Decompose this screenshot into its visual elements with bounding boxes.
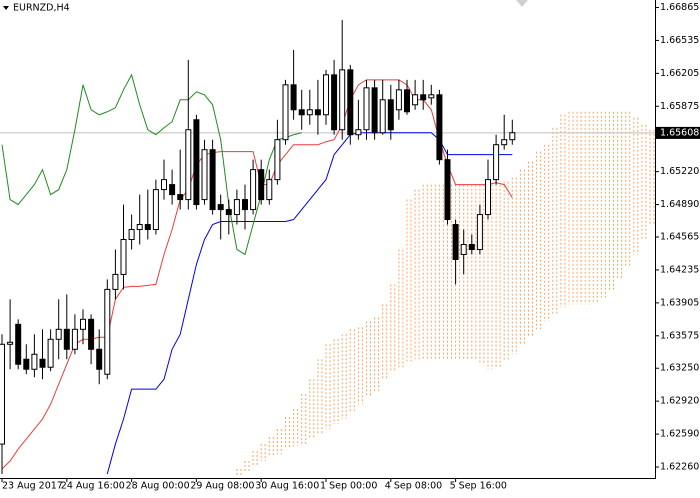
candle-body [290,84,297,111]
candle-body [274,139,281,181]
x-tick-label: 28 Aug 00:00 [126,481,190,492]
candle-body [395,89,402,111]
candle-body [225,209,232,216]
candle-body [355,129,362,136]
x-tick-label: 24 Aug 16:00 [61,481,125,492]
candle-body [485,179,491,216]
candle-body [55,328,62,340]
y-tick-label: 1.62260 [660,462,699,473]
y-tick-label: 1.65875 [660,101,699,112]
candle-body [112,273,119,290]
candle-body [460,243,467,255]
candle-body [282,84,289,141]
y-tick-label: 1.66865 [660,2,699,13]
y-tick-label: 1.63905 [660,297,699,308]
candle-body [242,199,248,211]
candle-body [63,328,70,350]
candle-body [314,109,321,116]
candle-body [363,87,370,131]
candle-body [7,341,14,345]
candle-body [15,323,22,365]
candle-body [161,179,167,191]
candle-body [347,69,354,136]
candle-body [209,149,216,211]
candle-body [71,328,78,350]
candle-body [452,224,459,260]
x-tick-label: 23 Aug 2017 [2,481,63,492]
candle-body [47,338,54,368]
y-tick-label: 1.66205 [660,68,699,79]
y-tick-label: 1.64565 [660,232,699,243]
candle-body [306,109,313,116]
candle-body [298,109,305,116]
candle-body [104,288,111,375]
candle-body [136,224,143,231]
x-tick-label: 5 Sep 16:00 [450,481,507,492]
candle-body [120,238,127,275]
candle-body [331,74,338,131]
y-tick-label: 1.62590 [660,429,699,440]
candle-body [185,129,192,201]
indicator-line [1,73,302,256]
candle-body [233,199,240,216]
y-tick-label: 1.65220 [660,166,699,177]
y-tick-label: 1.63575 [660,330,699,341]
candle-body [88,318,95,350]
candle-body [0,343,5,445]
y-tick-label: 1.64235 [660,264,699,275]
candle-body [412,94,419,106]
symbol-menu-arrow [3,6,9,10]
y-tick-label: 1.66535 [660,35,699,46]
candle-body [169,184,176,196]
x-tick-label: 1 Sep 00:00 [320,481,377,492]
candle-body [387,99,394,131]
candle-body [177,194,184,201]
candle-body [258,169,265,201]
candle-body [468,243,475,250]
candle-body [509,132,516,141]
candle-body [128,229,135,240]
last-price-box [656,126,700,139]
candle-body [96,348,103,370]
candle-body [250,169,257,211]
x-tick-label: 4 Sep 08:00 [385,481,442,492]
indicator-line [1,79,513,470]
y-tick-label: 1.64890 [660,199,699,210]
y-tick-label: 1.62920 [660,396,699,407]
candle-body [201,149,208,201]
candle-body [404,89,410,113]
candle-body [501,139,508,146]
x-tick-label: 30 Aug 16:00 [255,481,319,492]
candle-body [420,94,427,101]
indicator-line [106,132,513,475]
plot-area [0,19,655,476]
candle-body [152,189,159,231]
candle-body [379,99,386,134]
candle-body [444,159,451,221]
candle-body [80,318,86,330]
candle-body [266,179,273,201]
candle-body [476,214,483,250]
candle-body [371,87,378,134]
candle-body [23,358,30,370]
candle-body [31,353,38,370]
x-tick-label: 29 Aug 08:00 [190,481,254,492]
candle-body [428,94,435,99]
candle-body [323,74,329,116]
last-price-label: 1.65608 [660,127,699,138]
candle-body [217,204,224,211]
chart-title: EURNZD,H4 [13,3,70,14]
candle-body [193,119,200,206]
candle-body [493,144,500,181]
scroll-marker [516,0,528,7]
candle-body [39,358,46,368]
y-tick-label: 1.63250 [660,363,699,374]
candle-body [144,224,151,231]
candle-body [339,69,346,131]
candle-body [436,94,443,161]
